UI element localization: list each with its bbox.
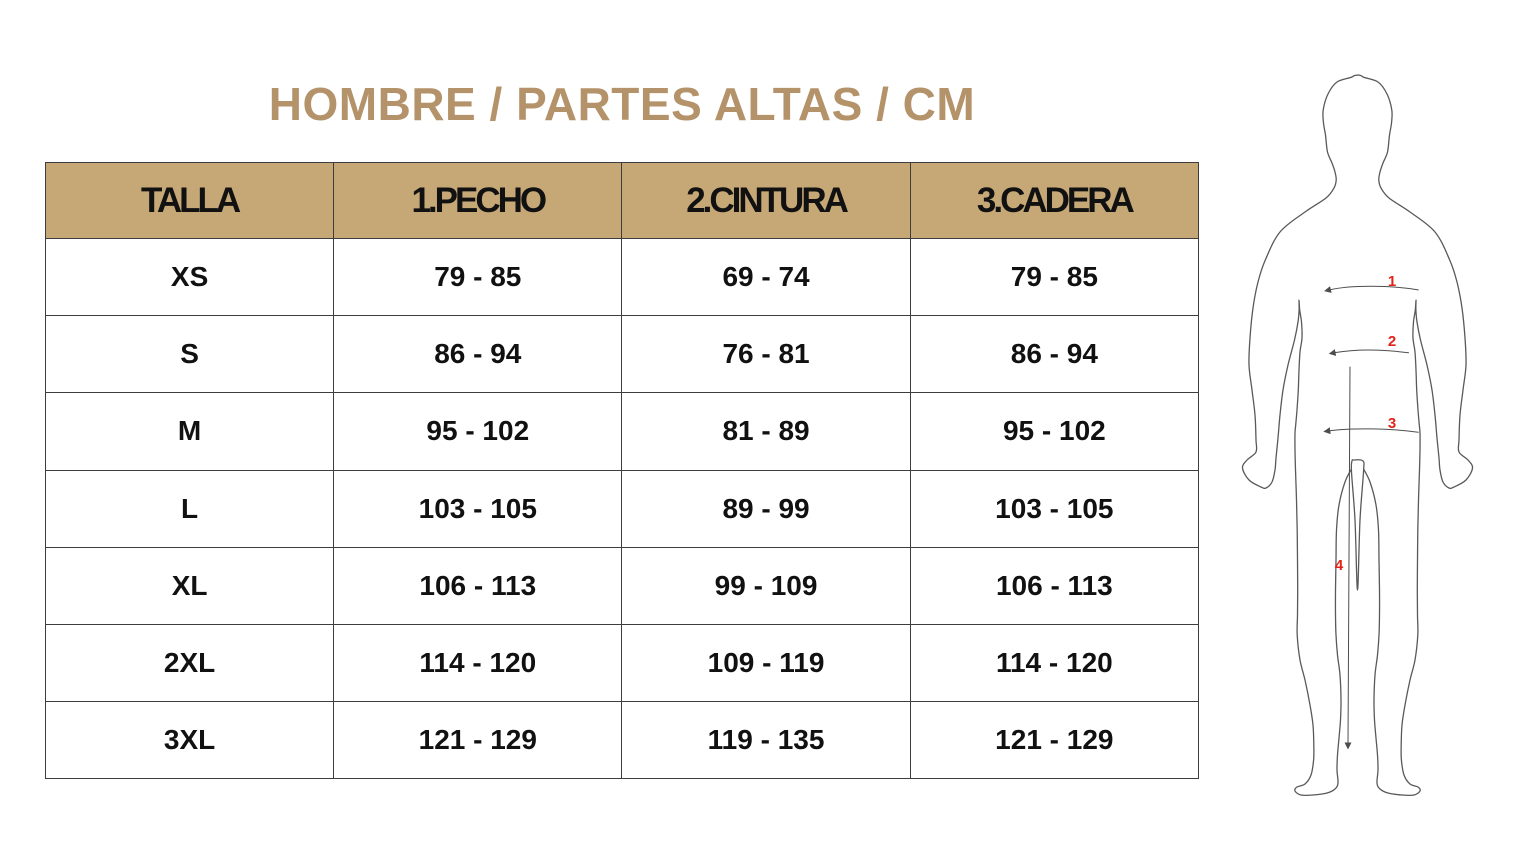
svg-text:1: 1 xyxy=(1388,273,1396,290)
svg-text:4: 4 xyxy=(1335,557,1344,574)
svg-text:2: 2 xyxy=(1388,333,1396,350)
svg-text:3: 3 xyxy=(1388,415,1396,432)
